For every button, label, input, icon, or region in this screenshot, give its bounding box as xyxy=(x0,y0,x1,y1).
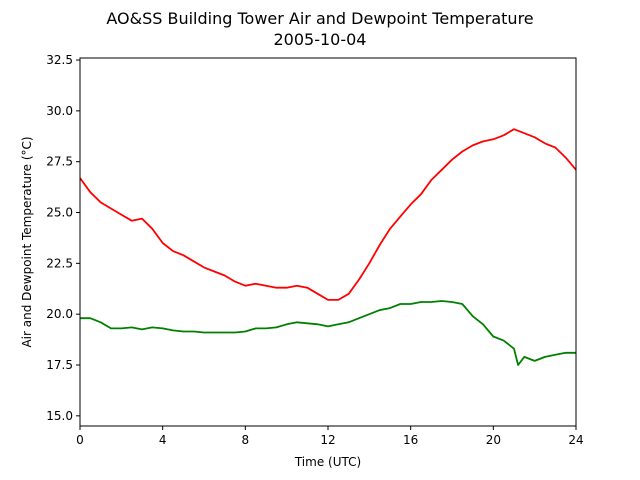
x-tick-label: 20 xyxy=(486,433,501,447)
chart-title: AO&SS Building Tower Air and Dewpoint Te… xyxy=(106,9,533,28)
y-tick-label: 15.0 xyxy=(46,409,73,423)
y-tick-label: 20.0 xyxy=(46,307,73,321)
x-tick-label: 12 xyxy=(320,433,335,447)
y-tick-label: 25.0 xyxy=(46,206,73,220)
plot-frame xyxy=(79,57,577,427)
x-tick-label: 4 xyxy=(159,433,167,447)
y-tick-label: 32.5 xyxy=(46,53,73,67)
y-tick-label: 22.5 xyxy=(46,256,73,270)
y-tick-label: 17.5 xyxy=(46,358,73,372)
y-axis-label: Air and Dewpoint Temperature (°C) xyxy=(20,136,34,347)
x-tick-label: 0 xyxy=(76,433,84,447)
x-tick-label: 8 xyxy=(242,433,250,447)
y-tick-label: 27.5 xyxy=(46,155,73,169)
chart-subtitle: 2005-10-04 xyxy=(274,30,367,49)
y-tick-label: 30.0 xyxy=(46,104,73,118)
x-tick-label: 16 xyxy=(403,433,418,447)
x-axis: 0 4 8 12 16 20 24 xyxy=(76,426,584,447)
x-axis-label: Time (UTC) xyxy=(294,455,361,469)
x-tick-label: 24 xyxy=(568,433,583,447)
plot-area xyxy=(79,128,577,366)
series-line-2 xyxy=(80,300,576,366)
y-axis: 15.0 17.5 20.0 22.5 25.0 27.5 30.0 32.5 xyxy=(46,53,80,423)
series-line-1 xyxy=(79,128,577,301)
